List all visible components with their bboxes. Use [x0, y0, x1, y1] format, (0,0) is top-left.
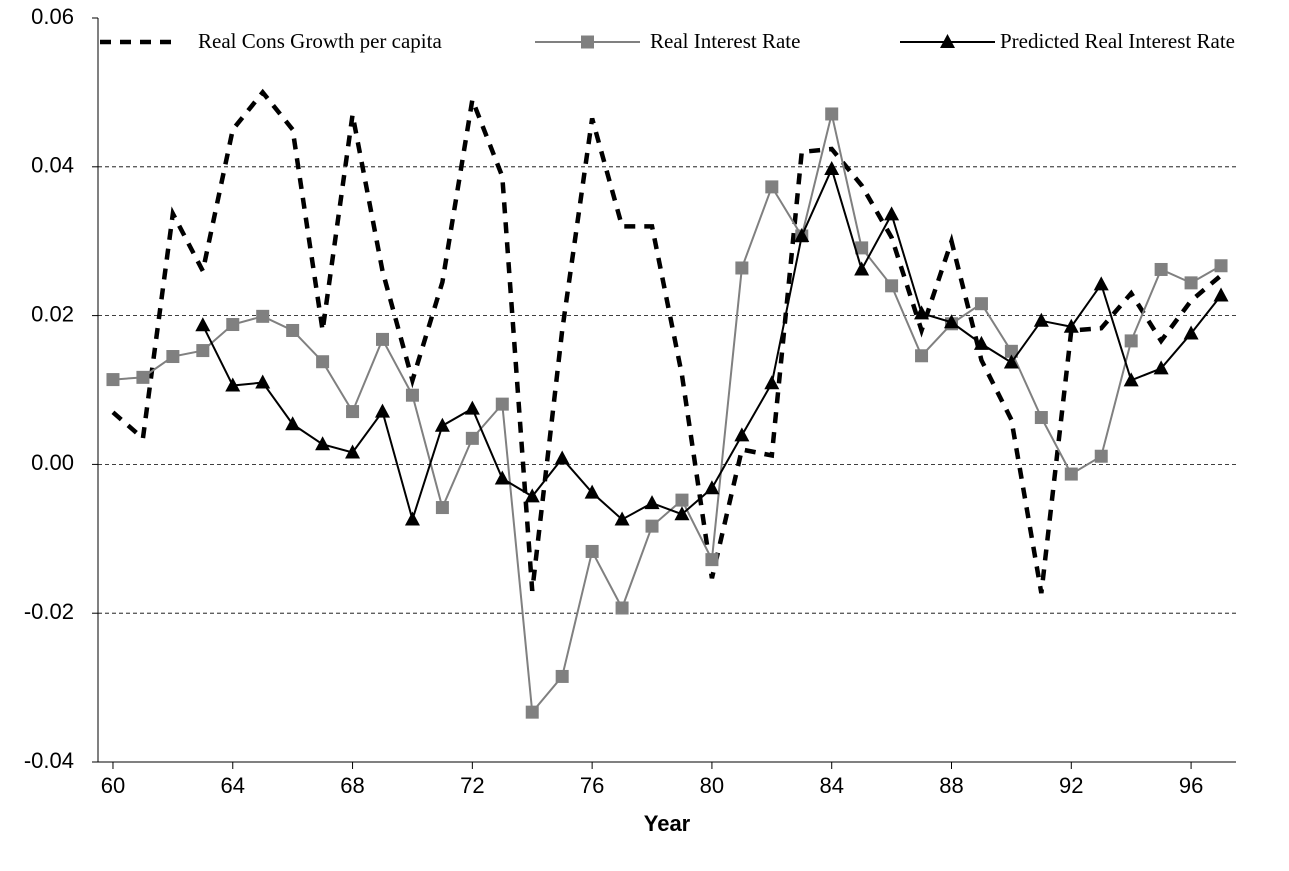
data-point [915, 349, 929, 363]
data-point [854, 261, 870, 276]
data-point [405, 388, 419, 402]
data-point [1034, 411, 1048, 425]
data-point [1154, 262, 1168, 276]
x-tick-label: 68 [340, 773, 364, 798]
data-point [765, 180, 779, 194]
data-point [315, 436, 331, 451]
data-point [1093, 276, 1109, 291]
data-point [226, 318, 240, 332]
data-point [285, 416, 301, 431]
data-point [973, 335, 989, 350]
data-point [525, 705, 539, 719]
data-point [825, 107, 839, 121]
data-point [554, 450, 570, 465]
data-point [884, 206, 900, 221]
data-point [855, 241, 869, 255]
data-point [316, 355, 330, 369]
data-point [1063, 318, 1079, 333]
data-point [196, 344, 210, 358]
x-tick-label: 76 [580, 773, 604, 798]
y-tick-label: 0.06 [31, 4, 74, 29]
series-line [111, 88, 1223, 594]
data-point [1094, 449, 1108, 463]
data-point [106, 373, 120, 387]
data-point [494, 470, 510, 485]
data-point [404, 511, 420, 526]
data-point [705, 553, 719, 567]
data-point [824, 161, 840, 176]
legend-marker [940, 34, 955, 48]
data-point [1004, 344, 1018, 358]
data-point [375, 403, 390, 418]
data-point [794, 227, 810, 242]
data-point [1153, 360, 1169, 375]
data-point [225, 377, 241, 392]
series-line [112, 113, 1222, 715]
x-tick-label: 96 [1179, 773, 1203, 798]
data-point [555, 669, 569, 683]
y-tick-label: 0.00 [31, 450, 74, 475]
data-point [465, 431, 479, 445]
y-tick-label: 0.04 [31, 153, 74, 178]
x-tick-label: 64 [221, 773, 245, 798]
data-point [735, 261, 749, 275]
data-point [345, 444, 361, 459]
data-point [764, 375, 780, 390]
legend-label: Real Cons Growth per capita [198, 29, 442, 53]
y-tick-label: -0.02 [24, 599, 74, 624]
data-point [1064, 467, 1078, 481]
data-point [1003, 354, 1019, 369]
data-point [435, 501, 449, 515]
data-point [255, 374, 271, 389]
x-tick-label: 92 [1059, 773, 1083, 798]
data-point [1183, 325, 1199, 340]
data-point [346, 405, 360, 419]
data-point [1184, 276, 1198, 290]
data-point [914, 305, 930, 320]
x-tick-label: 80 [700, 773, 724, 798]
y-tick-label: 0.02 [31, 301, 74, 326]
legend-label: Real Interest Rate [650, 29, 800, 53]
data-point [286, 323, 300, 337]
y-tick-label: -0.04 [24, 748, 74, 773]
data-point [376, 332, 389, 346]
legend-label: Predicted Real Interest Rate [1000, 29, 1235, 53]
data-point [464, 400, 480, 415]
x-axis-label: Year [644, 811, 691, 836]
x-tick-label: 60 [101, 773, 125, 798]
data-point [675, 493, 689, 507]
data-point [645, 519, 659, 533]
data-point [704, 480, 720, 495]
data-point [734, 427, 750, 442]
data-point [885, 279, 899, 293]
x-tick-label: 84 [819, 773, 843, 798]
x-tick-label: 72 [460, 773, 484, 798]
data-point [974, 297, 988, 311]
data-point [256, 309, 270, 323]
data-point [615, 601, 629, 615]
data-point [614, 511, 630, 526]
data-point [1213, 287, 1229, 302]
data-point [495, 397, 509, 411]
data-point [944, 314, 959, 329]
data-point [1214, 259, 1228, 273]
data-point [644, 495, 660, 510]
data-point [166, 350, 180, 364]
data-point [524, 488, 540, 503]
data-point [434, 417, 450, 432]
legend-marker [581, 35, 594, 49]
x-tick-label: 88 [939, 773, 963, 798]
data-point [136, 370, 150, 384]
data-point [1033, 312, 1049, 327]
data-point [1124, 334, 1138, 348]
data-point [585, 544, 599, 558]
data-point [674, 506, 690, 521]
data-point [195, 317, 211, 332]
data-point [1123, 372, 1139, 387]
data-point [584, 484, 600, 499]
